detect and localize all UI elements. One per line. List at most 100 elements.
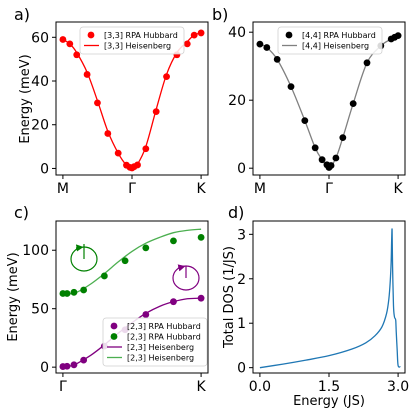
panel-d-ytick-label: 3 — [237, 227, 246, 243]
panel-a-data-point — [134, 161, 141, 169]
panel-d-ylabel: Total DOS (1/JS) — [222, 246, 237, 349]
panel-a-data-point — [114, 149, 122, 157]
panel-b-plot: 0 20 40 M Γ K [4,4] RPA Hubbard [4,4] Heisenber… — [228, 25, 403, 197]
panel-b-ytick-label: 40 — [228, 25, 246, 41]
panel-a-ytick-label: 0 — [40, 161, 49, 177]
panel-c-data-point — [197, 294, 205, 302]
panel-a-data-point — [66, 40, 74, 48]
panel-b-legend-label: [4,4] Heisenberg — [302, 42, 369, 51]
panel-c-data-point — [170, 237, 177, 245]
panel-b-data-point — [318, 156, 326, 164]
panel-b-legend-box — [277, 26, 383, 55]
panel-d-series-line — [259, 228, 401, 369]
panel-c-data-point — [121, 257, 129, 265]
panel-a-xtick-label: K — [196, 181, 206, 197]
panel-c-legend-box — [102, 317, 208, 367]
panel-c-legend: [2,3] RPA Hubbard[2,3] RPA Hubbard[2,3] … — [102, 317, 208, 367]
panel-a-legend-label: [3,3] Heisenberg — [104, 42, 171, 51]
panel-c-ytick-label: 0 — [40, 360, 49, 376]
panel-a-xtick-label: M — [57, 181, 69, 197]
panel-c-legend-label: [2,3] Heisenberg — [127, 343, 194, 352]
panel-d-xtick-label: 0.0 — [249, 379, 271, 395]
panel-a-plot: 0 20 40 60 M Γ K [3,3] RPA Hubbard [3,3] Heisenb… — [31, 26, 206, 197]
precession-icon-green — [70, 244, 98, 272]
panel-c-data-point — [63, 290, 71, 297]
panel-a-data-point — [183, 40, 191, 48]
panel-c-series-line — [62, 228, 202, 296]
panel-d-frame — [252, 220, 406, 374]
panel-b-xtick-label: Γ — [325, 181, 333, 197]
panel-c-xtick-label: Γ — [59, 379, 67, 395]
panel-c-ylabel: Energy (meV) — [6, 252, 21, 341]
panel-c-xtick-label: K — [196, 379, 206, 395]
panel-c-ytick-label: 100 — [22, 243, 49, 259]
panel-a-data-point — [94, 99, 101, 107]
panel-d-plot: 0 1 2 3 0.0 1.5 3.0 — [237, 227, 409, 395]
panel-a-legend-label: [3,3] RPA Hubbard — [104, 31, 178, 40]
panel-a-legend-box — [79, 26, 185, 55]
panel-d-xtick-label: 3.0 — [387, 379, 409, 395]
panel-b-data-point — [327, 162, 335, 169]
panel-b-label: b) — [212, 5, 228, 24]
panel-b-data-point — [273, 56, 281, 63]
panel-a-ytick-label: 60 — [31, 30, 49, 46]
panel-a-ylabel: Energy (meV) — [18, 54, 33, 143]
panel-d-xlabel: Energy (JS) — [293, 394, 365, 409]
panel-c-ytick-label: 50 — [31, 302, 49, 318]
panel-b-data-point — [349, 100, 357, 107]
panel-b-data-point — [332, 154, 340, 162]
panel-b-data-point — [311, 144, 319, 152]
panel-b-series-line — [259, 35, 399, 169]
panel-b-data-point — [301, 117, 309, 124]
panel-c-data-point — [142, 311, 150, 318]
panel-a-data-point — [163, 73, 170, 81]
panel-c-legend-marker — [110, 333, 118, 340]
panel-c-legend-label: [2,3] RPA Hubbard — [127, 333, 201, 342]
panel-a-data-point — [73, 51, 81, 59]
panel-b-legend-label: [4,4] RPA Hubbard — [302, 31, 376, 40]
panel-a-ytick-label: 20 — [31, 118, 49, 134]
panel-a-xtick-label: Γ — [128, 181, 136, 197]
panel-c-data-point — [63, 362, 71, 370]
panel-b-data-point — [339, 134, 347, 142]
panel-a-data-point — [104, 130, 112, 137]
panel-b-legend-marker — [285, 31, 293, 39]
panel-a-legend-marker — [87, 31, 95, 39]
panel-c-data-point — [100, 272, 108, 280]
panel-d-xtick-label: 1.5 — [318, 379, 340, 395]
panel-a-data-point — [190, 31, 198, 39]
panel-b-data-point — [394, 32, 402, 39]
panel-a-ytick-label: 40 — [31, 74, 49, 90]
panel-c-data-point — [170, 298, 177, 306]
panel-b-data-point — [287, 83, 295, 90]
panel-a-data-point — [59, 36, 67, 43]
panel-d-ytick-label: 1 — [237, 316, 246, 332]
panel-c-data-point — [70, 288, 78, 296]
panel-b-xtick-label: M — [254, 181, 266, 197]
panel-a-legend: [3,3] RPA Hubbard [3,3] Heisenberg — [79, 26, 185, 55]
panel-c-data-point — [197, 233, 205, 241]
panel-a-data-point — [197, 29, 205, 37]
panel-b-ytick-label: 20 — [228, 93, 246, 109]
panel-c-legend-label: [2,3] RPA Hubbard — [127, 322, 201, 331]
panel-c-legend-marker — [110, 322, 118, 330]
precession-icon-purple — [172, 264, 200, 291]
panel-a-data-point — [142, 145, 150, 153]
panel-b-data-point — [363, 59, 371, 67]
panel-a-data-point — [83, 71, 91, 78]
panel-d-label: d) — [228, 203, 244, 222]
panel-b-legend: [4,4] RPA Hubbard [4,4] Heisenberg — [277, 26, 383, 55]
panel-b-data-point — [256, 40, 264, 48]
panel-d-ytick-label: 2 — [237, 272, 246, 288]
panel-a-label: a) — [14, 5, 30, 24]
panel-b-ytick-label: 0 — [237, 161, 246, 177]
panel-c-legend-label: [2,3] Heisenberg — [127, 354, 194, 363]
panel-b-xtick-label: K — [393, 181, 403, 197]
panel-c-data-point — [80, 286, 88, 294]
panel-a-data-point — [152, 108, 160, 116]
panel-c-label: c) — [14, 203, 29, 222]
panel-c-data-point — [142, 244, 150, 252]
panel-c-frame — [55, 220, 209, 374]
panel-c-data-point — [70, 361, 78, 369]
